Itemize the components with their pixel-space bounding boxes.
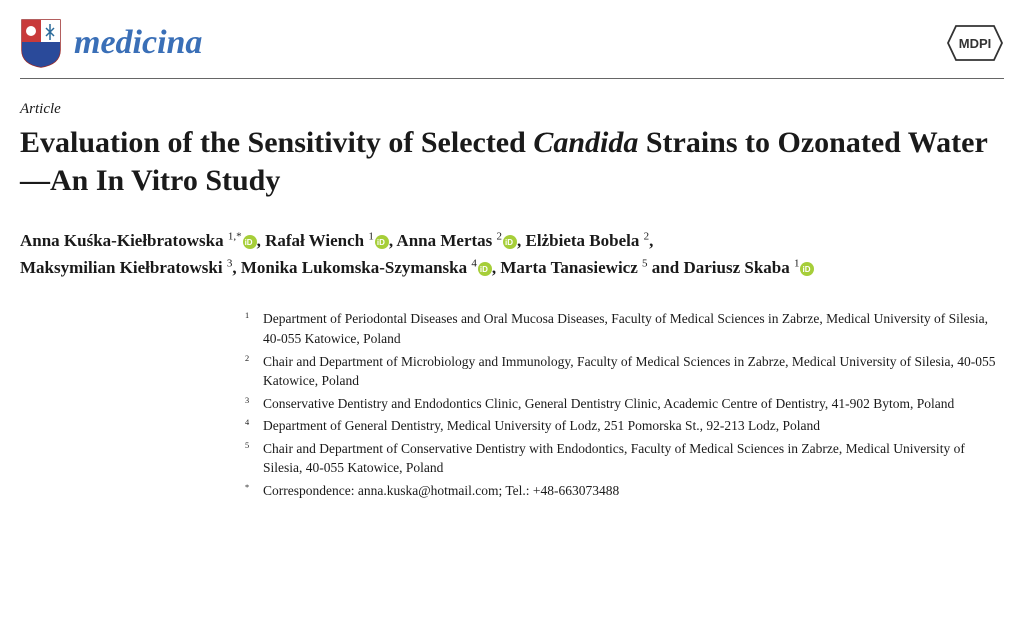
author-affil-sup: 3 <box>227 258 233 270</box>
affiliation-row: 4Department of General Dentistry, Medica… <box>245 416 1004 436</box>
publisher-logo-icon: MDPI <box>946 22 1004 64</box>
author-affil-sup: 2 <box>497 230 503 242</box>
author-affil-sup: 1,* <box>228 230 242 242</box>
title-part-1: Evaluation of the Sensitivity of Selecte… <box>20 126 533 159</box>
orcid-icon[interactable] <box>478 262 492 276</box>
orcid-icon[interactable] <box>375 235 389 249</box>
journal-brand: medicina <box>20 18 202 68</box>
affiliation-text: Chair and Department of Microbiology and… <box>263 352 1004 391</box>
page-header: medicina MDPI <box>20 18 1004 79</box>
author: Maksymilian Kiełbratowski <box>20 258 223 277</box>
author-list: Anna Kuśka-Kiełbratowska 1,*, Rafał Wien… <box>20 227 1004 281</box>
journal-shield-icon <box>20 18 62 68</box>
author-affil-sup: 5 <box>642 258 648 270</box>
title-italic: Candida <box>533 126 638 159</box>
affiliation-number: 2 <box>245 352 263 391</box>
affiliation-text: Conservative Dentistry and Endodontics C… <box>263 394 1004 414</box>
affiliation-number: 5 <box>245 439 263 478</box>
affiliation-list: 1Department of Periodontal Diseases and … <box>245 309 1004 500</box>
orcid-icon[interactable] <box>243 235 257 249</box>
svg-text:MDPI: MDPI <box>959 36 992 51</box>
orcid-icon[interactable] <box>503 235 517 249</box>
affiliation-row: 5Chair and Department of Conservative De… <box>245 439 1004 478</box>
correspondence-mark: * <box>245 481 263 501</box>
orcid-icon[interactable] <box>800 262 814 276</box>
author-affil-sup: 1 <box>368 230 374 242</box>
affiliation-number: 4 <box>245 416 263 436</box>
affiliation-text: Department of Periodontal Diseases and O… <box>263 309 1004 348</box>
author: Rafał Wiench <box>265 231 364 250</box>
author: Monika Lukomska-Szymanska <box>241 258 467 277</box>
article-type: Article <box>20 101 1004 118</box>
affiliation-number: 3 <box>245 394 263 414</box>
author: Anna Kuśka-Kiełbratowska <box>20 231 224 250</box>
author-affil-sup: 4 <box>471 258 477 270</box>
affiliation-row: 2Chair and Department of Microbiology an… <box>245 352 1004 391</box>
author: Dariusz Skaba <box>683 258 789 277</box>
author: Anna Mertas <box>396 231 492 250</box>
affiliation-number: 1 <box>245 309 263 348</box>
author: Marta Tanasiewicz <box>500 258 637 277</box>
article-title: Evaluation of the Sensitivity of Selecte… <box>20 124 1004 199</box>
author-affil-sup: 1 <box>794 258 800 270</box>
affiliation-text: Chair and Department of Conservative Den… <box>263 439 1004 478</box>
author-affil-sup: 2 <box>644 230 650 242</box>
affiliation-row: 1Department of Periodontal Diseases and … <box>245 309 1004 348</box>
affiliation-text: Department of General Dentistry, Medical… <box>263 416 1004 436</box>
author: Elżbieta Bobela <box>526 231 640 250</box>
journal-name: medicina <box>74 24 202 62</box>
affiliation-row: 3Conservative Dentistry and Endodontics … <box>245 394 1004 414</box>
correspondence-text: Correspondence: anna.kuska@hotmail.com; … <box>263 481 1004 501</box>
correspondence-row: *Correspondence: anna.kuska@hotmail.com;… <box>245 481 1004 501</box>
